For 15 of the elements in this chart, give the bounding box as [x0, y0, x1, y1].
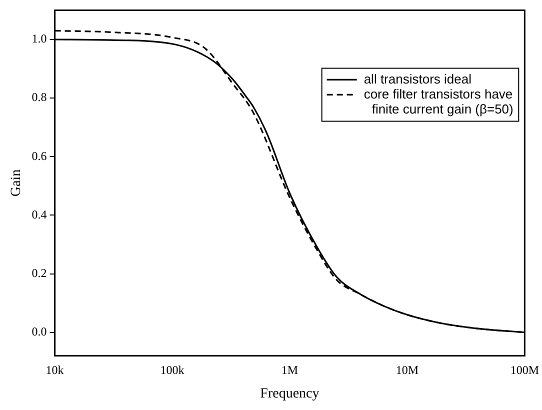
legend-label: all transistors ideal: [364, 71, 472, 86]
x-tick-label: 1M: [281, 363, 298, 378]
x-tick-label: 100M: [510, 363, 540, 378]
y-tick-label: 1.0: [32, 32, 47, 46]
x-tick-label: 10M: [396, 363, 419, 378]
x-axis-title: Frequency: [260, 386, 320, 402]
x-tick-label: 100k: [160, 363, 184, 378]
y-axis-title: Gain: [9, 169, 24, 197]
y-tick-label: 0.6: [32, 148, 47, 163]
y-tick-label: 0.0: [32, 324, 47, 339]
y-tick-label: 0.2: [32, 266, 47, 280]
y-tick-label: 0.8: [32, 90, 47, 104]
x-tick-label: 10k: [46, 363, 64, 378]
legend-label: core filter transistors have finite current gain (β=50): [364, 86, 514, 116]
y-tick-label: 0.4: [32, 207, 47, 222]
